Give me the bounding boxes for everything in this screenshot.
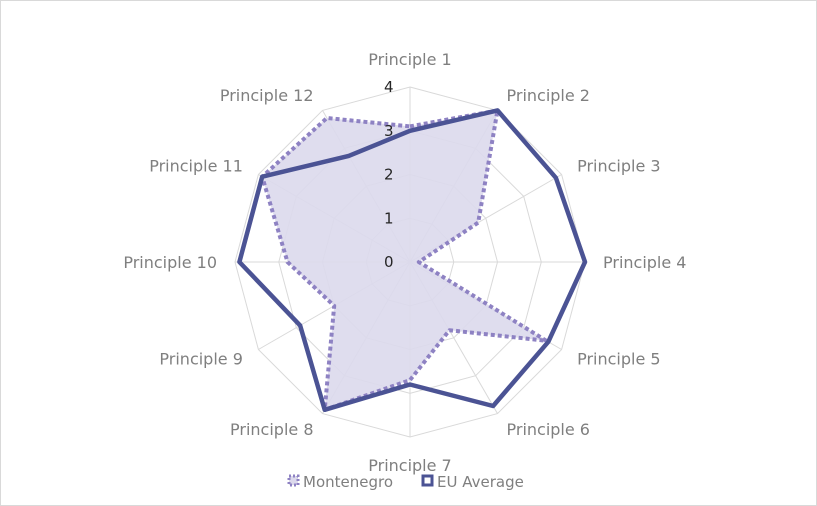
series-eu-average [237, 108, 588, 413]
legend-swatch-eu-average [421, 474, 434, 487]
tick-label: 3 [384, 122, 394, 140]
axis-label: Principle 11 [149, 157, 243, 176]
axis-label: Principle 4 [603, 253, 686, 272]
axis-label: Principle 5 [577, 350, 660, 369]
axis-label: Principle 9 [159, 350, 242, 369]
axis-label: Principle 6 [507, 420, 590, 439]
legend-entry-eu-average: EU Average [421, 473, 524, 491]
axis-label: Principle 12 [220, 86, 314, 105]
tick-labels: 0 1 2 3 4 [384, 78, 394, 271]
legend-entry-montenegro: Montenegro [287, 473, 393, 491]
axis-label: Principle 8 [230, 420, 313, 439]
legend-label-montenegro: Montenegro [303, 473, 393, 491]
series-layer [237, 108, 588, 413]
legend-label-eu-average: EU Average [437, 473, 524, 491]
tick-label: 4 [384, 78, 394, 96]
tick-label: 0 [384, 253, 394, 271]
series-montenegro [260, 108, 549, 412]
axis-label: Principle 2 [507, 86, 590, 105]
axis-label: Principle 7 [368, 456, 451, 475]
tick-label: 1 [384, 209, 394, 227]
legend: Montenegro EU Average [287, 473, 524, 491]
axis-labels: Principle 1 Principle 2 Principle 3 Princip… [123, 50, 686, 475]
axis-label: Principle 1 [368, 50, 451, 69]
axis-label: Principle 3 [577, 157, 660, 176]
axis-label: Principle 10 [123, 253, 217, 272]
tick-label: 2 [384, 166, 394, 184]
legend-swatch-montenegro [287, 474, 300, 487]
